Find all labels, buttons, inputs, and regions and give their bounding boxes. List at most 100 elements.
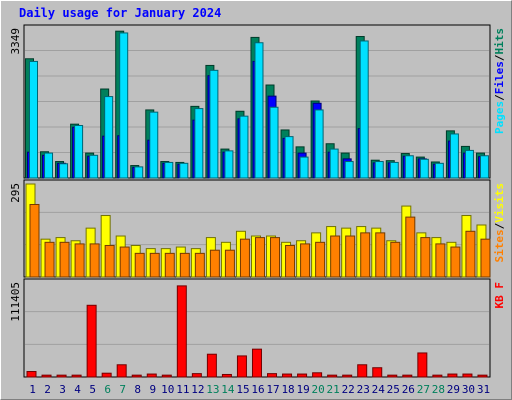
kbytes-bar [267, 373, 278, 378]
x-tick-label: 21 [327, 383, 340, 396]
kbytes-bar [86, 304, 97, 378]
sites-bar [239, 238, 250, 278]
kbytes-bar [191, 373, 202, 378]
sites-bar [44, 241, 55, 278]
kbytes-bar [71, 374, 82, 378]
kbytes-bar [236, 355, 247, 378]
legend-kb-f: KB F [493, 282, 506, 309]
x-tick-label: 30 [462, 383, 475, 396]
sites-bar [405, 216, 416, 278]
sites-bar [345, 235, 356, 278]
pages-bar [89, 154, 99, 179]
sites-bar [194, 252, 205, 278]
x-tick-label: 29 [447, 383, 460, 396]
y-max-label-hits: 3349 [9, 28, 22, 55]
kbytes-bar [357, 364, 368, 378]
pages-bar [44, 152, 54, 179]
pages-bar [119, 32, 129, 179]
pages-bar [284, 136, 294, 179]
legend-files: Files [493, 61, 506, 94]
legend-separator: / [493, 94, 506, 101]
kbytes-bar [417, 352, 428, 378]
pages-bar [29, 60, 38, 179]
kbytes-bar [342, 374, 353, 378]
sites-bar [300, 243, 311, 278]
x-tick-label: 28 [432, 383, 445, 396]
kbytes-bar [327, 374, 338, 378]
x-tick-label: 17 [266, 383, 279, 396]
kbytes-bar [116, 364, 127, 378]
kbytes-bar [41, 374, 52, 378]
legend-separator: / [493, 54, 506, 61]
sites-bar [179, 252, 190, 278]
sites-bar [254, 237, 265, 278]
kbytes-bar [312, 372, 323, 378]
kbytes-bar [432, 374, 443, 378]
pages-bar [359, 40, 369, 179]
x-tick-label: 5 [89, 383, 96, 396]
kbytes-bar [462, 373, 473, 378]
x-tick-label: 27 [417, 383, 430, 396]
pages-bar [449, 133, 459, 179]
sites-bar [465, 230, 476, 278]
sites-bar [224, 249, 235, 278]
kbytes-bar [297, 373, 308, 378]
pages-bar [269, 106, 279, 179]
x-tick-label: 19 [296, 383, 309, 396]
sites-bar [119, 246, 130, 278]
pages-bar [419, 158, 429, 179]
sites-bar [209, 249, 220, 278]
x-tick-label: 13 [206, 383, 219, 396]
legend-visits: Visits [493, 183, 506, 223]
kbytes-bar [56, 374, 67, 378]
kbytes-bar [176, 285, 187, 378]
kbytes-bar [372, 367, 383, 378]
pages-bar [59, 163, 69, 179]
legend-hits: Hits [493, 28, 506, 55]
pages-bar [104, 96, 114, 179]
pages-bar [134, 166, 144, 179]
x-tick-label: 18 [281, 383, 294, 396]
kbytes-bar [131, 374, 142, 378]
sites-bar [360, 232, 371, 278]
legend-kbytes: KB F [493, 282, 506, 309]
kbytes-bar [221, 373, 232, 378]
sites-bar [420, 237, 431, 278]
x-tick-label: 15 [236, 383, 249, 396]
x-tick-label: 3 [59, 383, 66, 396]
kbytes-bar [101, 372, 112, 378]
sites-bar [164, 252, 175, 278]
x-tick-label: 25 [387, 383, 400, 396]
sites-bar [59, 241, 70, 278]
pages-bar [74, 125, 84, 179]
kbytes-bar [477, 374, 488, 378]
pages-bar [194, 108, 204, 179]
x-tick-label: 31 [477, 383, 490, 396]
kbytes-bar [402, 374, 413, 378]
x-tick-label: 20 [312, 383, 325, 396]
kbytes-bar [282, 373, 293, 378]
pages-bar [239, 115, 249, 179]
x-tick-label: 14 [221, 383, 235, 396]
kbytes-bar [26, 371, 37, 378]
pages-bar [314, 109, 324, 179]
x-tick-label: 12 [191, 383, 204, 396]
kbytes-bar [447, 373, 458, 378]
sites-bar [89, 243, 100, 278]
sites-bar [149, 252, 160, 278]
x-tick-label: 22 [342, 383, 355, 396]
legend-separator: / [493, 222, 506, 229]
pages-bar [404, 155, 414, 179]
pages-bar [389, 161, 399, 179]
x-tick-label: 4 [74, 383, 81, 396]
kbytes-bar [146, 373, 157, 378]
x-tick-label: 7 [119, 383, 126, 396]
x-tick-label: 23 [357, 383, 370, 396]
x-tick-label: 24 [372, 383, 386, 396]
sites-bar [450, 246, 461, 278]
pages-bar [374, 161, 384, 179]
sites-bar [375, 232, 386, 278]
legend-hits-files-pages: Pages/Files/Hits [493, 28, 506, 134]
pages-bar [179, 162, 189, 179]
sites-bar [104, 244, 115, 278]
